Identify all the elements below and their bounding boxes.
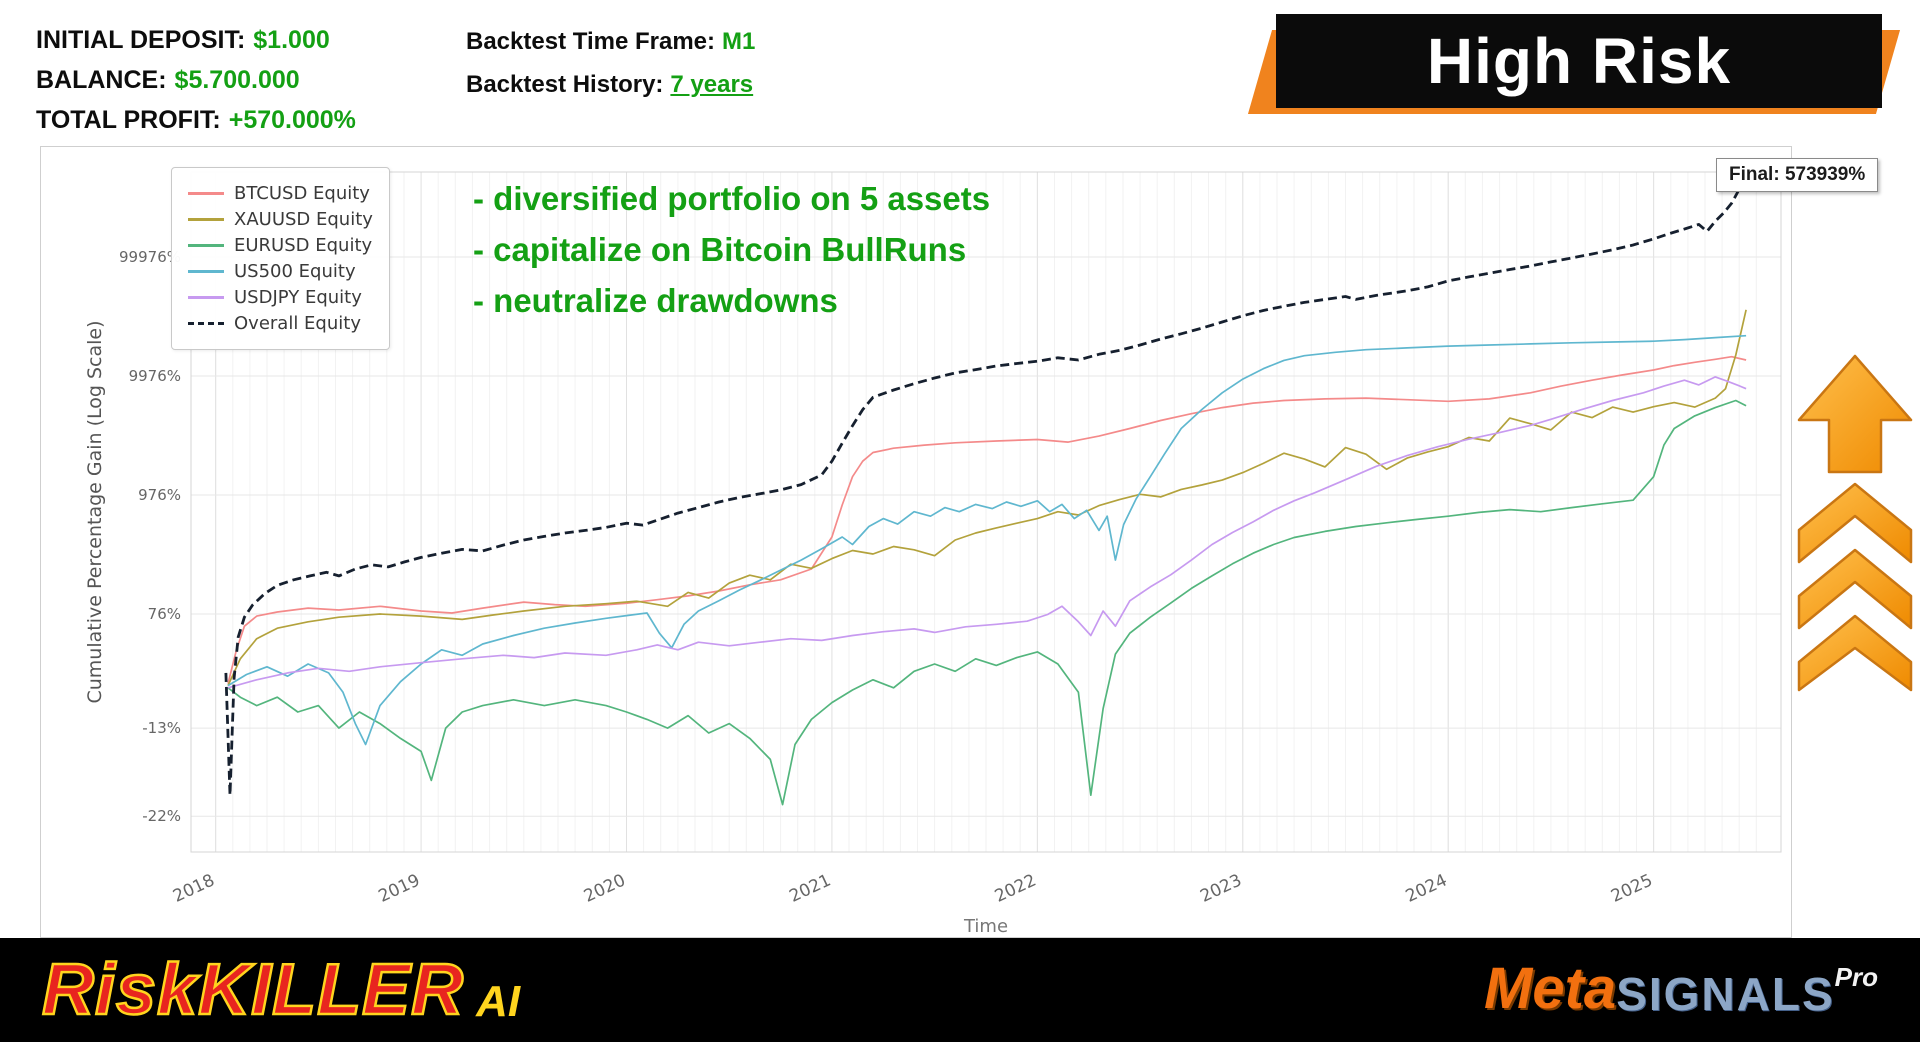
legend-line-swatch xyxy=(188,244,224,247)
svg-text:2019: 2019 xyxy=(376,870,424,906)
svg-text:2024: 2024 xyxy=(1403,870,1451,906)
svg-text:-22%: -22% xyxy=(142,807,181,825)
backtest-label: Backtest History: xyxy=(466,71,664,98)
svg-text:99976%: 99976% xyxy=(119,248,181,266)
riskkiller-wordmark: RiskKILLER xyxy=(41,950,465,1030)
riskkiller-logo: RiskKILLER AI xyxy=(41,950,521,1030)
legend-label: Overall Equity xyxy=(234,313,361,334)
bullet-drawdowns: - neutralize drawdowns xyxy=(473,282,838,320)
legend-label: USDJPY Equity xyxy=(234,287,362,308)
svg-text:2021: 2021 xyxy=(786,870,834,906)
stat-balance: BALANCE: $5.700.000 xyxy=(36,66,356,95)
svg-text:-13%: -13% xyxy=(142,719,181,737)
svg-text:2023: 2023 xyxy=(1197,870,1245,906)
svg-text:2025: 2025 xyxy=(1608,870,1656,906)
risk-banner: High Risk xyxy=(1247,14,1912,120)
riskkiller-ai-suffix: AI xyxy=(476,976,521,1026)
legend-line-swatch xyxy=(188,192,224,195)
equity-chart-panel: 99976% 9976% 976% 76% -13% -22% 2018 2019 2020 20… xyxy=(40,146,1792,938)
legend-line-swatch xyxy=(188,218,224,221)
legend-item: EURUSD Equity xyxy=(188,235,373,256)
backtest-value: M1 xyxy=(722,28,756,55)
legend-label: XAUUSD Equity xyxy=(234,209,373,230)
stat-label: INITIAL DEPOSIT: xyxy=(36,26,246,54)
risk-banner-plate: High Risk xyxy=(1276,14,1882,108)
svg-text:76%: 76% xyxy=(148,605,181,623)
upward-arrows-icon xyxy=(1797,354,1913,692)
svg-text:2018: 2018 xyxy=(170,870,218,906)
backtest-label: Backtest Time Frame: xyxy=(466,28,715,55)
backtest-history: Backtest History: 7 years xyxy=(466,71,755,99)
metasignals-pro: Pro xyxy=(1834,961,1878,992)
legend-label: EURUSD Equity xyxy=(234,235,373,256)
marketing-bullets: - diversified portfolio on 5 assets - ca… xyxy=(473,173,990,326)
metasignals-logo: Meta SIGNALS Pro xyxy=(1484,955,1878,1021)
svg-text:Cumulative Percentage Gain (Lo: Cumulative Percentage Gain (Log Scale) xyxy=(84,320,106,703)
stat-value: $1.000 xyxy=(253,26,330,54)
stat-label: BALANCE: xyxy=(36,66,167,94)
legend-line-swatch xyxy=(188,322,224,325)
stat-initial-deposit: INITIAL DEPOSIT: $1.000 xyxy=(36,26,356,55)
stat-label: TOTAL PROFIT: xyxy=(36,106,221,134)
risk-badge: High Risk xyxy=(1426,25,1732,97)
legend-item: XAUUSD Equity xyxy=(188,209,373,230)
chart-legend: BTCUSD Equity XAUUSD Equity EURUSD Equit… xyxy=(171,167,390,350)
legend-label: US500 Equity xyxy=(234,261,356,282)
final-equity-label: Final: 573939% xyxy=(1716,158,1879,192)
backtest-info: Backtest Time Frame: M1 Backtest History:… xyxy=(466,28,755,114)
legend-item: USDJPY Equity xyxy=(188,287,373,308)
bullet-diversified: - diversified portfolio on 5 assets xyxy=(473,180,991,217)
backtest-value: 7 years xyxy=(670,71,754,98)
stat-total-profit: TOTAL PROFIT: +570.000% xyxy=(36,106,356,135)
svg-text:2022: 2022 xyxy=(992,870,1040,906)
svg-text:9976%: 9976% xyxy=(129,367,181,385)
footer-bar: RiskKILLER AI Meta SIGNALS Pro xyxy=(0,938,1920,1042)
legend-line-swatch xyxy=(188,270,224,273)
legend-item: BTCUSD Equity xyxy=(188,183,373,204)
svg-text:Time: Time xyxy=(963,916,1008,937)
stat-value: $5.700.000 xyxy=(174,66,300,94)
legend-line-swatch xyxy=(188,296,224,299)
backtest-timeframe: Backtest Time Frame: M1 xyxy=(466,28,755,56)
legend-label: BTCUSD Equity xyxy=(234,183,370,204)
bullet-bullruns: - capitalize on Bitcoin BullRuns xyxy=(473,231,967,269)
equity-chart: 99976% 9976% 976% 76% -13% -22% 2018 2019 2020 20… xyxy=(84,166,1782,937)
legend-item: Overall Equity xyxy=(188,313,373,334)
metasignals-signals: SIGNALS xyxy=(1616,967,1835,1020)
stat-value: +570.000% xyxy=(228,106,356,134)
svg-text:2020: 2020 xyxy=(581,870,629,906)
account-stats: INITIAL DEPOSIT: $1.000 BALANCE: $5.700.00… xyxy=(36,26,356,146)
legend-item: US500 Equity xyxy=(188,261,373,282)
svg-text:976%: 976% xyxy=(138,486,181,504)
metasignals-meta: Meta xyxy=(1484,955,1617,1021)
